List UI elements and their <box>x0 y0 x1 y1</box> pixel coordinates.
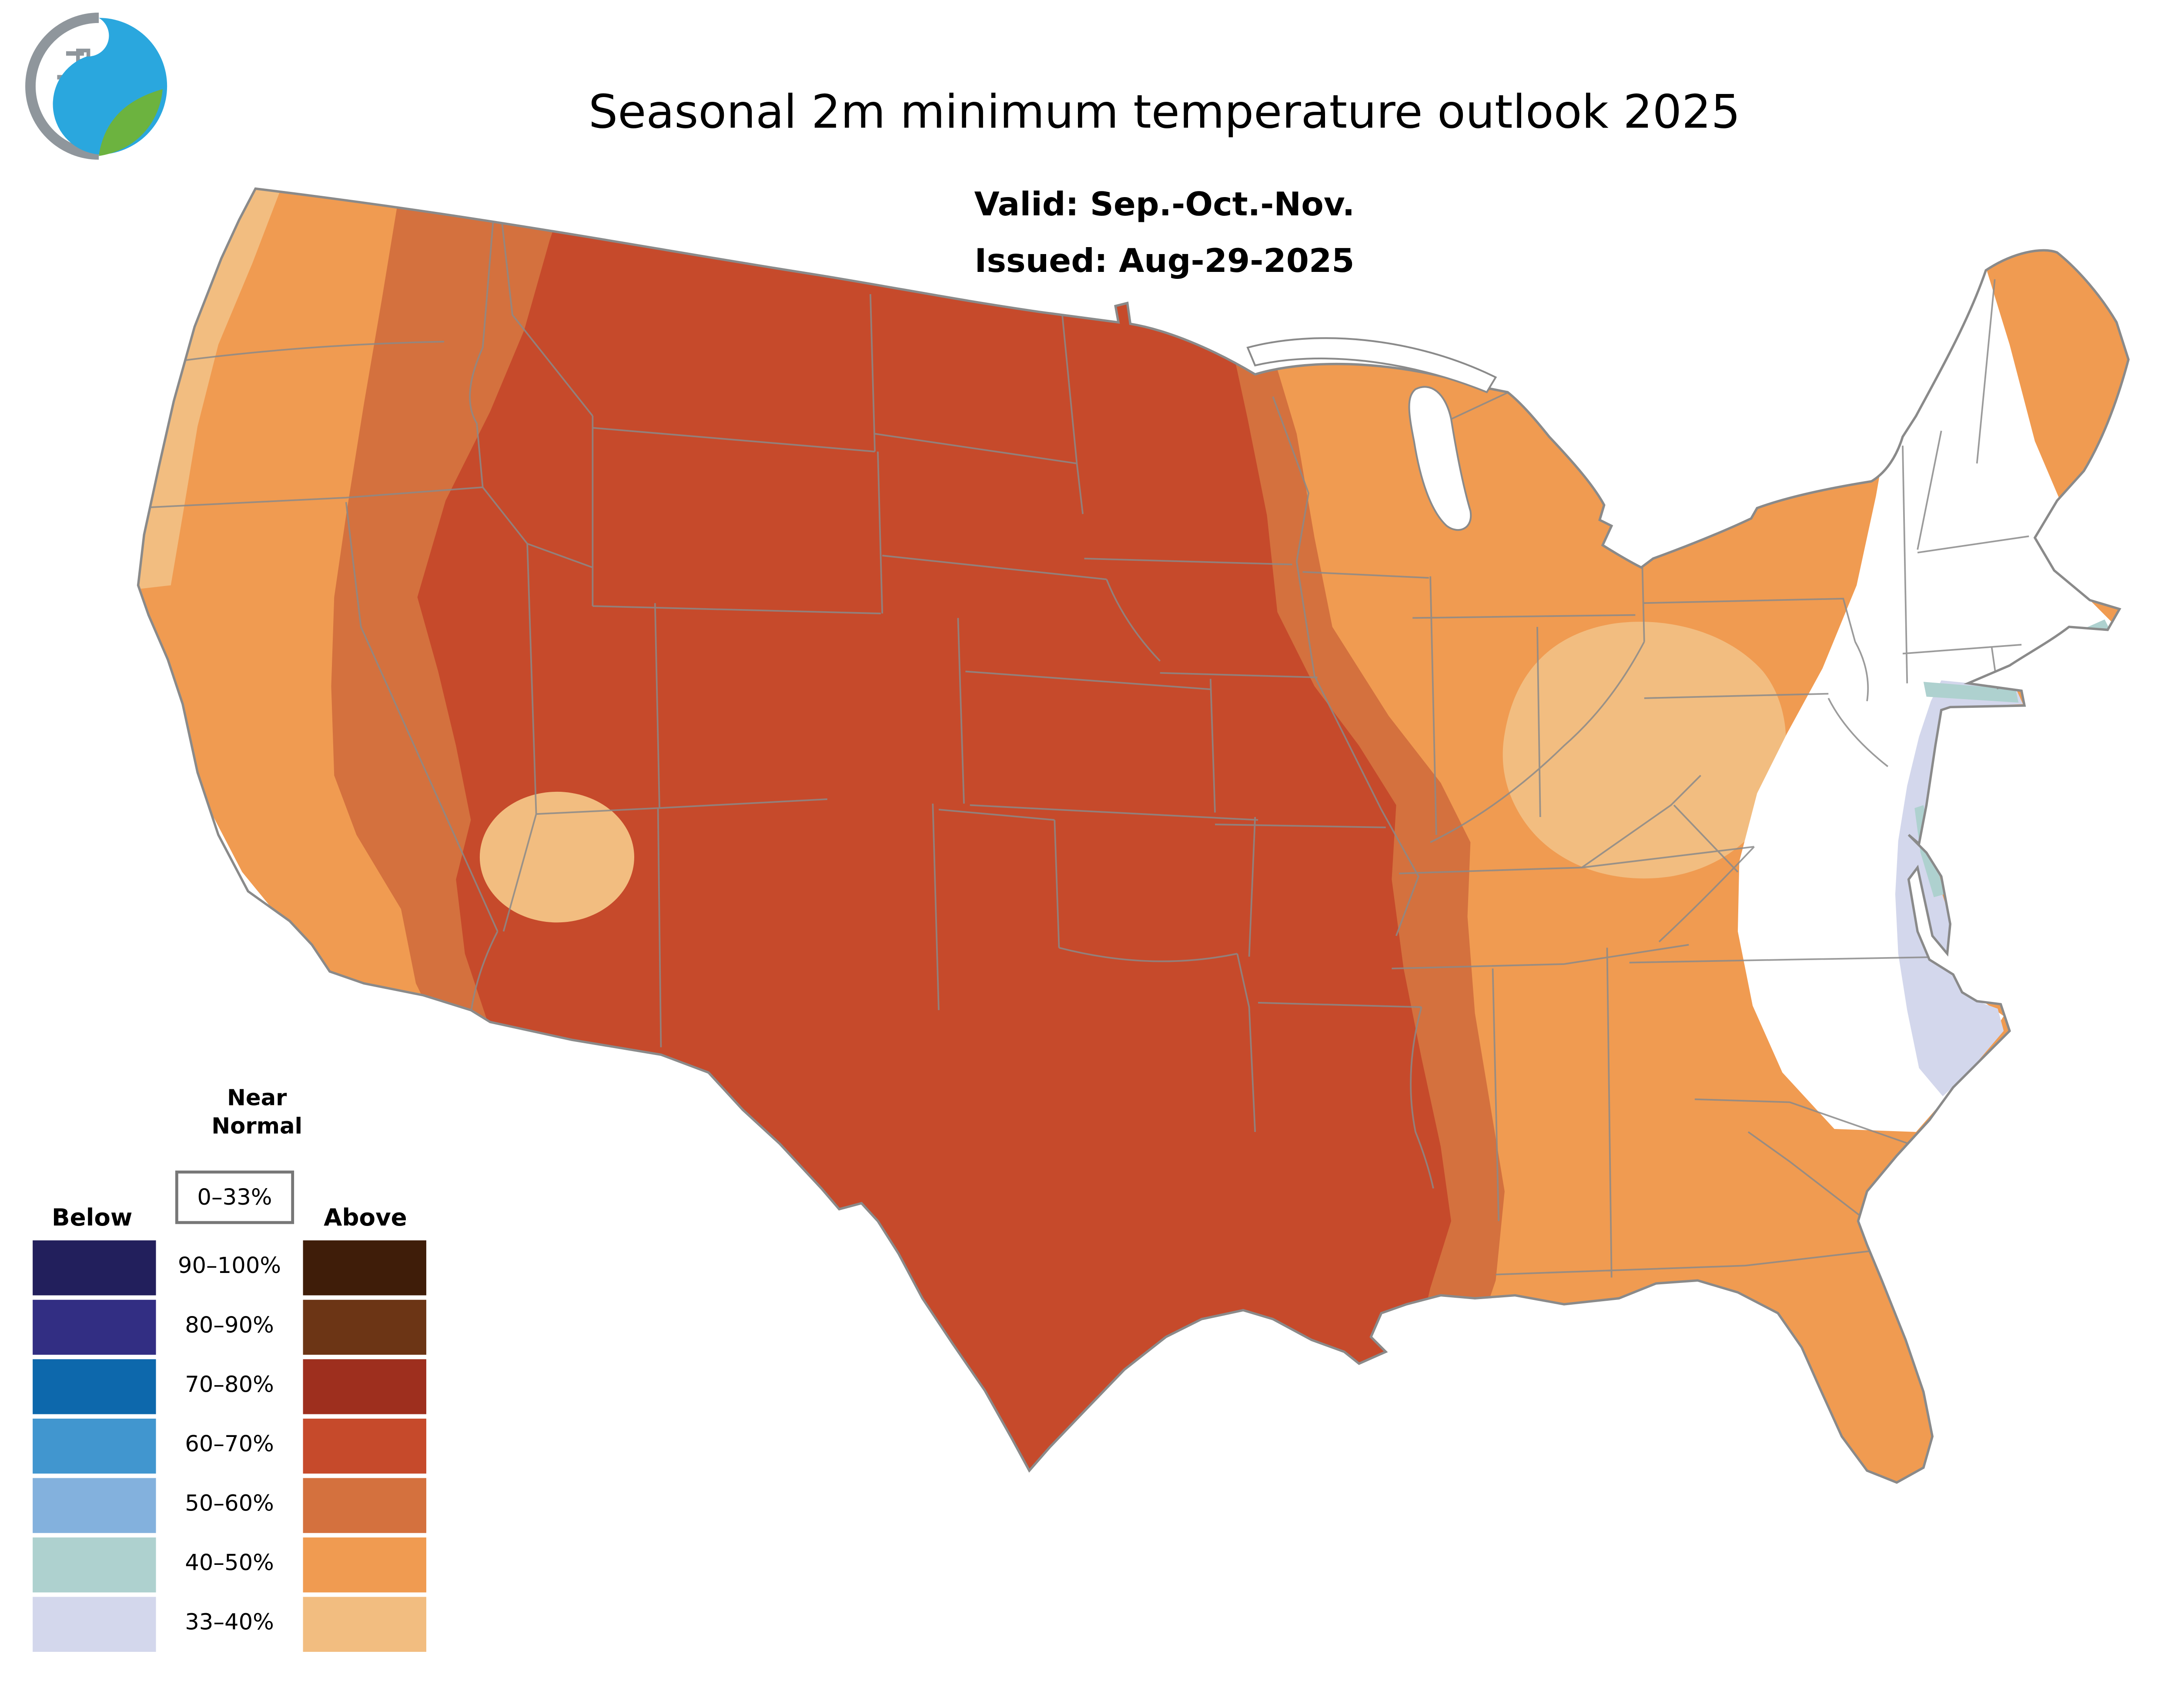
state-borders <box>138 221 2029 1278</box>
near-normal-value: 0–33% <box>175 1170 294 1224</box>
region-above-33-40-ohio <box>1502 622 1786 879</box>
region-above-33-40-utah <box>479 791 634 923</box>
below-swatch-33-40 <box>33 1597 156 1652</box>
us-outlook-map <box>126 181 2146 1489</box>
above-swatch-70-80 <box>303 1359 426 1414</box>
range-label: 80–90% <box>185 1312 274 1339</box>
below-swatch-50-60 <box>33 1478 156 1533</box>
region-near-normal-northeast <box>1737 267 2114 1132</box>
above-swatch-80-90 <box>303 1299 426 1355</box>
below-swatch-70-80 <box>33 1359 156 1414</box>
below-swatch-90-100 <box>33 1240 156 1296</box>
region-above-33-40-coast <box>138 188 287 590</box>
legend-row: 40–50% <box>27 1537 450 1593</box>
range-label: 33–40% <box>185 1608 274 1636</box>
near-normal-label: Near Normal <box>211 1084 303 1139</box>
above-swatch-50-60 <box>303 1478 426 1533</box>
us-outline <box>137 187 2130 1484</box>
region-below-33-40-midatlantic <box>1895 680 2023 1096</box>
range-label: 50–60% <box>185 1490 274 1517</box>
legend-row: 33–40% <box>27 1597 450 1652</box>
below-swatch-40-50 <box>33 1537 156 1593</box>
above-swatch-40-50 <box>303 1537 426 1593</box>
legend-row: 90–100% <box>27 1240 450 1296</box>
region-below-40-50-longisland <box>1923 682 2019 703</box>
below-column-label: Below <box>51 1203 133 1232</box>
legend-row: 60–70% <box>27 1418 450 1474</box>
below-swatch-80-90 <box>33 1299 156 1355</box>
below-swatch-60-70 <box>33 1418 156 1474</box>
legend-row: 70–80% <box>27 1359 450 1414</box>
lake-superior <box>1246 337 1497 393</box>
above-swatch-33-40 <box>303 1597 426 1652</box>
issued-date-label: Issued: Aug-29-2025 <box>974 243 1355 281</box>
org-logo <box>25 13 169 160</box>
legend-row: 80–90% <box>27 1299 450 1355</box>
above-swatch-60-70 <box>303 1418 426 1474</box>
above-column-label: Above <box>324 1203 407 1232</box>
valid-period-label: Valid: Sep.-Oct.-Nov. <box>974 187 1355 224</box>
legend-row: 50–60% <box>27 1478 450 1533</box>
lake-michigan <box>1408 386 1472 531</box>
logo-leaf-icon <box>99 89 163 156</box>
range-label: 90–100% <box>177 1252 281 1279</box>
range-label: 70–80% <box>185 1371 274 1398</box>
legend: Near Normal 0–33% Below Above 90–100% 80… <box>27 1085 450 1679</box>
above-swatch-90-100 <box>303 1240 426 1296</box>
range-label: 40–50% <box>185 1549 274 1576</box>
range-label: 60–70% <box>185 1430 274 1457</box>
page-title: Seasonal 2m minimum temperature outlook … <box>589 86 1740 140</box>
